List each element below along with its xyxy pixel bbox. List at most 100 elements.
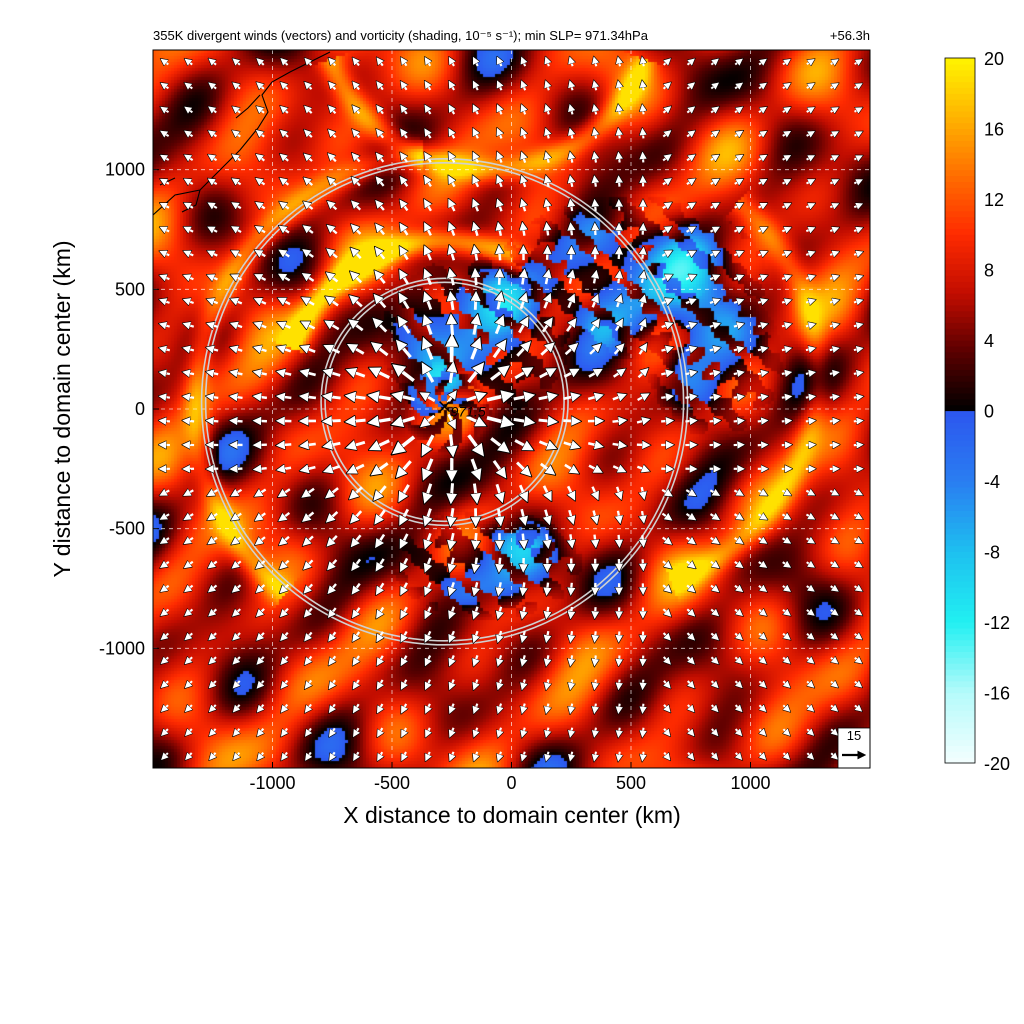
colorbar-segment <box>945 110 975 118</box>
center-marker-x <box>439 401 451 413</box>
wind-vector <box>486 394 512 400</box>
wind-vector <box>474 246 477 261</box>
wind-vector <box>281 155 289 161</box>
wind-vector <box>352 534 362 546</box>
wind-vector <box>232 203 242 208</box>
wind-vector <box>709 396 720 397</box>
wind-vector <box>522 655 525 665</box>
wind-vector <box>278 323 291 328</box>
x-tick-label: -500 <box>374 773 410 793</box>
wind-vector <box>353 154 361 163</box>
wind-vector <box>371 439 390 450</box>
colorbar-segment <box>945 510 975 517</box>
wind-vector <box>400 508 410 524</box>
wind-vector <box>688 59 694 65</box>
wind-vector <box>372 343 389 357</box>
wind-vector <box>523 533 524 548</box>
wind-vector <box>304 178 313 185</box>
wind-vector <box>303 511 315 520</box>
wind-vector <box>522 270 524 285</box>
wind-vector <box>522 176 525 188</box>
wind-vector <box>685 348 696 351</box>
wind-vector <box>757 228 766 232</box>
wind-vector <box>685 490 695 495</box>
wind-vector <box>612 466 625 471</box>
wind-vector <box>781 491 790 495</box>
wind-vector <box>733 514 743 519</box>
colorbar-segment <box>945 739 975 746</box>
wind-vector <box>618 58 620 67</box>
wind-vector <box>757 276 767 279</box>
colorbar-segment <box>945 381 975 388</box>
wind-vector <box>401 58 406 67</box>
wind-vector <box>401 630 406 641</box>
wind-vector <box>587 395 602 399</box>
wind-vector <box>328 583 337 593</box>
wind-vector <box>185 514 194 519</box>
wind-vector <box>393 394 415 399</box>
wind-vector <box>829 538 837 542</box>
wind-vector <box>853 180 862 183</box>
wind-vector <box>329 59 335 67</box>
colorbar-segment <box>945 651 975 658</box>
wind-vector <box>449 200 454 212</box>
wind-vector <box>759 657 765 663</box>
wind-vector <box>304 226 314 233</box>
wind-vector <box>642 727 643 737</box>
wind-vector <box>401 606 407 617</box>
wind-vector <box>563 369 578 376</box>
wind-vector <box>661 372 672 374</box>
wind-vector <box>449 153 454 163</box>
wind-vector <box>641 296 644 308</box>
wind-vector <box>305 130 313 137</box>
wind-vector <box>643 679 644 689</box>
wind-vector <box>806 634 814 639</box>
colorbar-segment <box>945 434 975 441</box>
wind-vector <box>426 727 430 736</box>
wind-vector <box>757 348 767 350</box>
wind-vector <box>664 752 669 760</box>
wind-vector <box>160 348 171 350</box>
wind-vector <box>376 533 386 547</box>
colorbar-segment <box>945 275 975 282</box>
wind-vector <box>513 395 533 399</box>
colorbar-segment <box>945 157 975 165</box>
wind-vector <box>805 491 814 495</box>
wind-vector <box>709 251 719 255</box>
wind-vector <box>783 753 789 759</box>
y-tick-label: -500 <box>109 519 145 539</box>
wind-vector <box>595 224 596 236</box>
wind-vector <box>474 727 477 737</box>
wind-vector <box>162 633 170 639</box>
colorbar-segment <box>945 322 975 329</box>
wind-vector <box>853 445 863 446</box>
colorbar-segment <box>945 604 975 611</box>
wind-vector <box>642 486 644 498</box>
wind-vector <box>686 562 695 568</box>
wind-vector <box>570 105 572 115</box>
colorbar-segment <box>945 193 975 200</box>
wind-vector <box>378 679 383 689</box>
wind-vector <box>781 372 791 374</box>
wind-vector <box>733 372 744 374</box>
wind-vector <box>421 393 436 403</box>
wind-vector <box>302 322 316 328</box>
wind-vector <box>423 364 435 383</box>
wind-vector <box>782 60 790 65</box>
colorbar-segment <box>945 745 975 752</box>
colorbar-segment <box>945 528 975 535</box>
wind-vector <box>233 155 242 160</box>
wind-vector <box>161 586 170 592</box>
wind-vector <box>688 753 693 760</box>
wind-vector <box>688 705 694 711</box>
wind-vector <box>329 82 335 90</box>
wind-vector <box>710 227 718 231</box>
wind-vector <box>353 631 359 641</box>
wind-vector <box>783 705 789 711</box>
wind-vector <box>806 156 814 160</box>
wind-vector <box>661 514 671 520</box>
wind-vector <box>594 58 596 67</box>
wind-vector <box>185 609 194 615</box>
wind-vector <box>854 586 862 591</box>
